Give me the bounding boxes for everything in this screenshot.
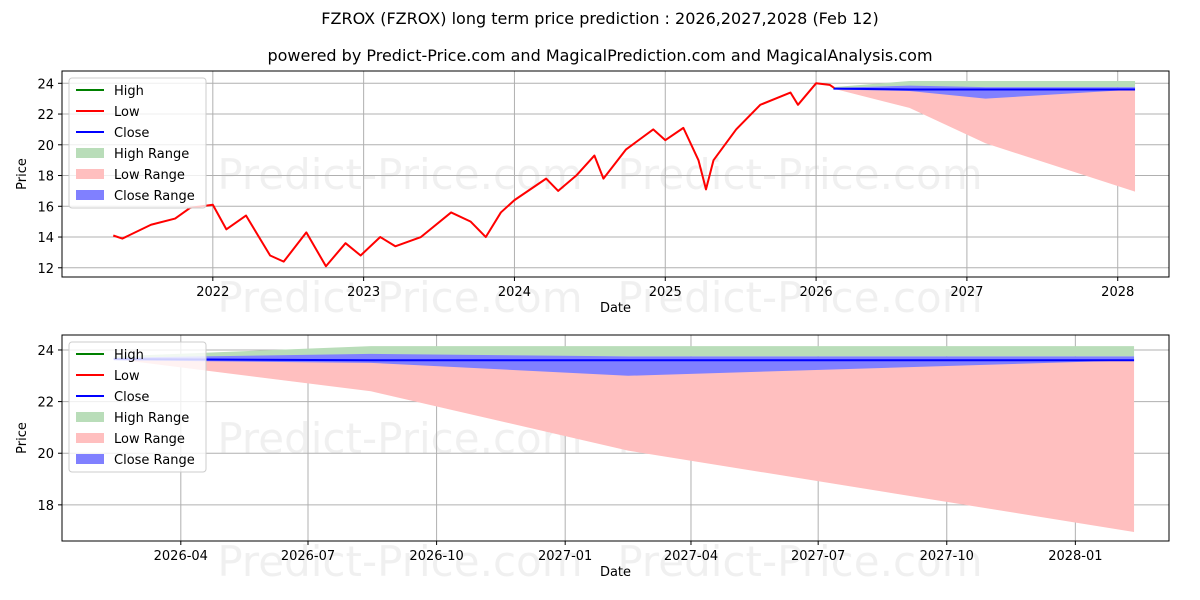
- legend-entry: High Range: [114, 411, 189, 426]
- y-tick-label: 22: [37, 396, 54, 411]
- y-tick-label: 24: [37, 344, 54, 359]
- y-axis-label: Price: [15, 158, 30, 190]
- legend-entry: High Range: [114, 147, 189, 162]
- x-tick-label: 2027-10: [920, 549, 974, 564]
- y-axis-label: Price: [15, 422, 30, 454]
- x-axis-label: Date: [600, 565, 631, 580]
- x-tick-label: 2028: [1101, 285, 1134, 300]
- legend-entry: Low: [114, 369, 140, 384]
- watermark: Predict-Price.com: [217, 150, 582, 199]
- y-tick-label: 18: [37, 499, 54, 514]
- low-range-area: [113, 359, 1135, 532]
- legend-entry: High: [114, 84, 144, 99]
- y-tick-label: 20: [37, 139, 54, 154]
- y-tick-label: 16: [37, 200, 54, 215]
- y-tick-label: 24: [37, 77, 54, 92]
- legend-entry: High: [114, 348, 144, 363]
- x-tick-label: 2024: [498, 285, 531, 300]
- legend-entry: Close Range: [114, 189, 195, 204]
- y-tick-label: 20: [37, 447, 54, 462]
- low-range-area: [833, 88, 1136, 192]
- legend-entry: Low Range: [114, 432, 185, 447]
- legend-entry: Close: [114, 126, 149, 141]
- x-tick-label: 2026-07: [281, 549, 335, 564]
- watermark: Predict-Price.com: [617, 537, 982, 586]
- legend-entry: Close: [114, 390, 149, 405]
- legend-entry: Low: [114, 105, 140, 120]
- x-tick-label: 2028-01: [1048, 549, 1102, 564]
- chart-subtitle: powered by Predict-Price.com and Magical…: [267, 46, 933, 65]
- chart-title: FZROX (FZROX) long term price prediction…: [321, 9, 879, 28]
- y-tick-label: 18: [37, 170, 54, 185]
- plot-frame: [61, 70, 1170, 278]
- legend-entry: Close Range: [114, 453, 195, 468]
- low-price-line: [112, 82, 835, 268]
- legend-swatch-patch: [76, 454, 104, 464]
- legend-entry: Low Range: [114, 168, 185, 183]
- legend-swatch-patch: [76, 412, 104, 422]
- x-tick-label: 2022: [196, 285, 229, 300]
- legend-swatch-patch: [76, 433, 104, 443]
- legend-swatch-patch: [76, 190, 104, 200]
- watermark: Predict-Price.com: [217, 537, 582, 586]
- plot-frame: [61, 334, 1170, 542]
- x-tick-label: 2027-07: [791, 549, 845, 564]
- y-tick-label: 12: [37, 262, 54, 277]
- x-tick-label: 2026-04: [154, 549, 208, 564]
- x-tick-label: 2023: [347, 285, 380, 300]
- x-tick-label: 2027-04: [664, 549, 718, 564]
- watermark: Predict-Price.com: [617, 273, 982, 322]
- close-line: [113, 358, 1135, 362]
- x-axis-label: Date: [600, 301, 631, 316]
- x-tick-label: 2027: [950, 285, 983, 300]
- watermark: Predict-Price.com: [617, 150, 982, 199]
- y-tick-label: 22: [37, 108, 54, 123]
- legend-swatch-patch: [76, 148, 104, 158]
- legend-swatch-patch: [76, 169, 104, 179]
- x-tick-label: 2026: [800, 285, 833, 300]
- x-tick-label: 2026-10: [409, 549, 463, 564]
- close-line: [833, 87, 1136, 91]
- x-tick-label: 2025: [649, 285, 682, 300]
- y-tick-label: 14: [37, 231, 54, 246]
- watermark: Predict-Price.com: [217, 273, 582, 322]
- x-tick-label: 2027-01: [538, 549, 592, 564]
